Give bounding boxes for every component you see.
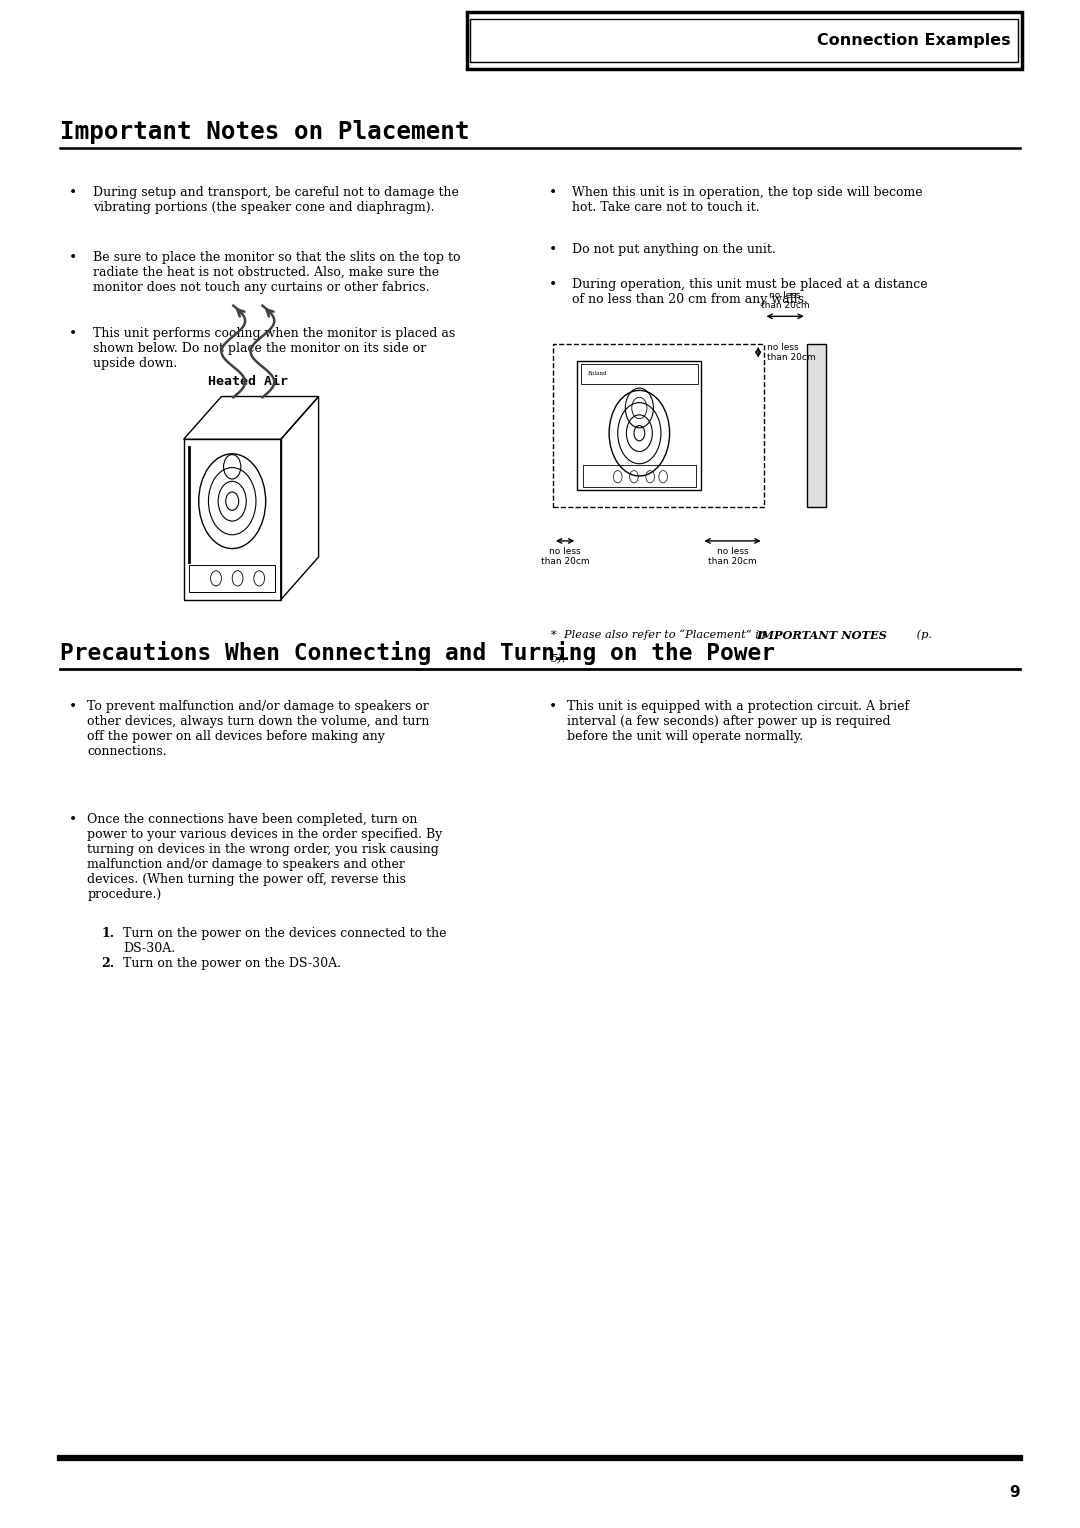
Text: •: • <box>69 186 78 200</box>
Text: 1.: 1. <box>102 927 114 941</box>
Text: no less
than 20cm: no less than 20cm <box>767 342 815 362</box>
Text: Heated Air: Heated Air <box>208 374 288 388</box>
Text: Important Notes on Placement: Important Notes on Placement <box>60 119 470 144</box>
Text: 9: 9 <box>1009 1485 1020 1500</box>
Bar <box>553 344 764 507</box>
Text: no less
than 20cm: no less than 20cm <box>760 290 810 310</box>
Bar <box>581 364 699 384</box>
Bar <box>583 465 696 487</box>
Text: This unit is equipped with a protection circuit. A brief
interval (a few seconds: This unit is equipped with a protection … <box>567 700 909 743</box>
Text: •: • <box>549 700 557 714</box>
Text: (p.: (p. <box>913 630 932 640</box>
Text: •: • <box>69 251 78 264</box>
Text: Connection Examples: Connection Examples <box>818 34 1011 47</box>
Bar <box>467 12 1022 69</box>
Text: Once the connections have been completed, turn on
power to your various devices : Once the connections have been completed… <box>87 813 443 902</box>
Text: no less
than 20cm: no less than 20cm <box>541 547 590 567</box>
Text: •: • <box>69 327 78 341</box>
Text: Be sure to place the monitor so that the slits on the top to
radiate the heat is: Be sure to place the monitor so that the… <box>93 251 460 293</box>
Text: During operation, this unit must be placed at a distance
of no less than 20 cm f: During operation, this unit must be plac… <box>572 278 928 306</box>
Bar <box>807 344 826 507</box>
Text: To prevent malfunction and/or damage to speakers or
other devices, always turn d: To prevent malfunction and/or damage to … <box>87 700 430 758</box>
Text: *  Please also refer to “Placement” in: * Please also refer to “Placement” in <box>551 630 770 640</box>
Text: 5).: 5). <box>551 654 566 665</box>
Text: Do not put anything on the unit.: Do not put anything on the unit. <box>572 243 777 257</box>
Text: •: • <box>549 278 557 292</box>
Text: no less
than 20cm: no less than 20cm <box>708 547 757 567</box>
Bar <box>577 361 702 490</box>
Text: •: • <box>69 700 78 714</box>
Text: Turn on the power on the DS-30A.: Turn on the power on the DS-30A. <box>123 957 341 970</box>
Text: Precautions When Connecting and Turning on the Power: Precautions When Connecting and Turning … <box>60 640 775 665</box>
Text: •: • <box>549 186 557 200</box>
Text: •: • <box>69 813 78 827</box>
Text: This unit performs cooling when the monitor is placed as
shown below. Do not pla: This unit performs cooling when the moni… <box>93 327 455 370</box>
Bar <box>189 564 275 591</box>
Text: When this unit is in operation, the top side will become
hot. Take care not to t: When this unit is in operation, the top … <box>572 186 923 214</box>
Text: During setup and transport, be careful not to damage the
vibrating portions (the: During setup and transport, be careful n… <box>93 186 459 214</box>
Bar <box>470 20 1018 63</box>
Text: •: • <box>549 243 557 257</box>
Text: Roland: Roland <box>588 371 608 376</box>
Text: IMPORTANT NOTES: IMPORTANT NOTES <box>756 630 887 640</box>
Text: Turn on the power on the devices connected to the
DS-30A.: Turn on the power on the devices connect… <box>123 927 447 955</box>
Text: 2.: 2. <box>102 957 114 970</box>
